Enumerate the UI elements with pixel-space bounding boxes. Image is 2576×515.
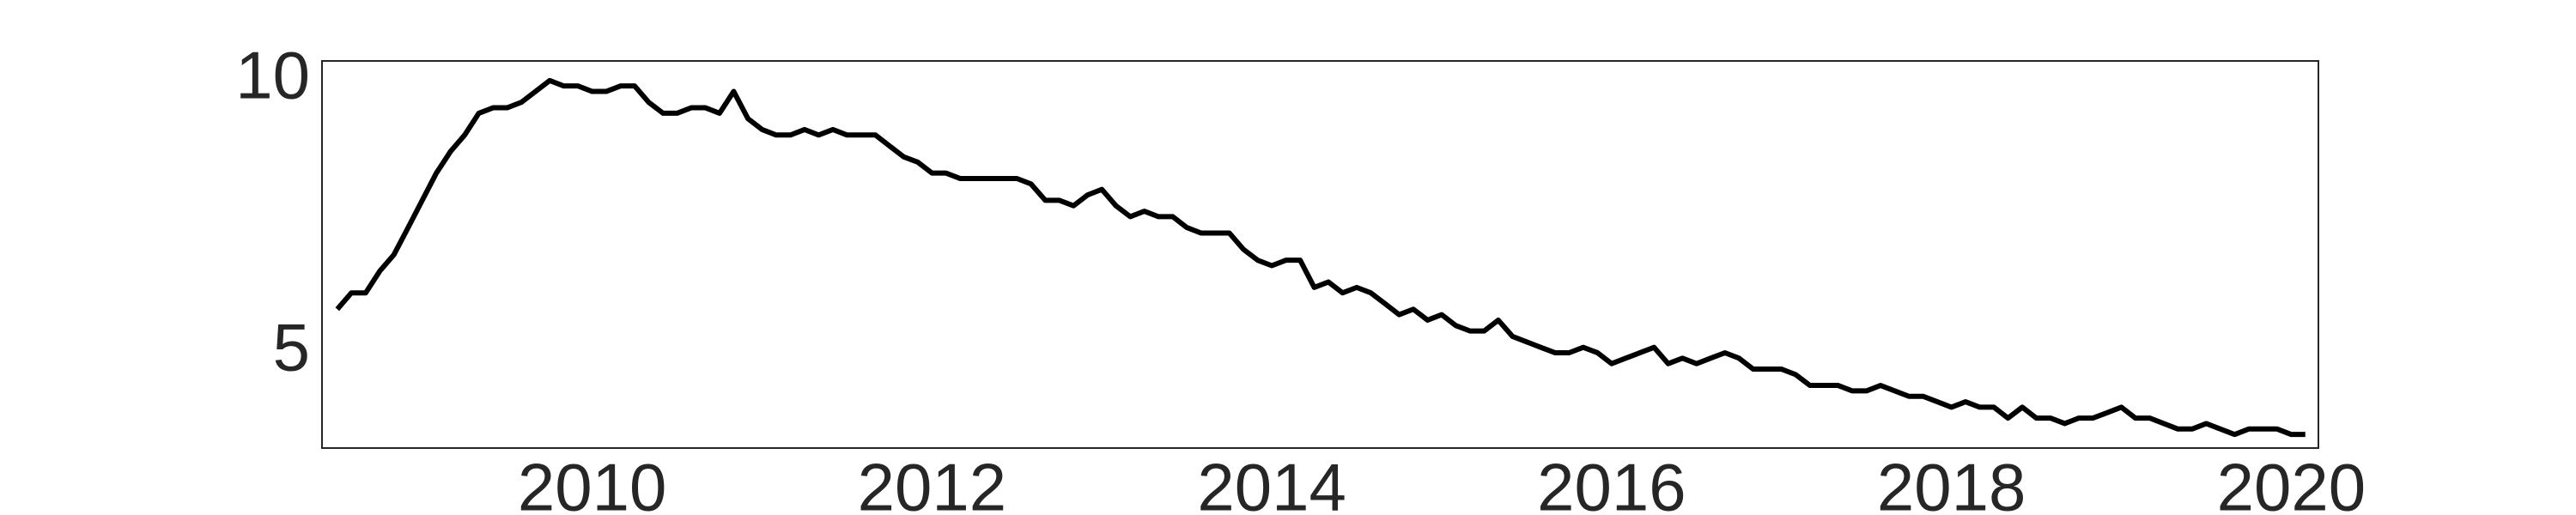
x-tick-label: 2020 bbox=[2217, 450, 2366, 515]
y-tick-label: 5 bbox=[273, 310, 310, 385]
plot-frame bbox=[321, 60, 2319, 449]
x-tick-label: 2016 bbox=[1537, 450, 1686, 515]
y-tick-label: 10 bbox=[235, 37, 310, 112]
x-tick-label: 2010 bbox=[518, 450, 667, 515]
x-tick-label: 2012 bbox=[858, 450, 1007, 515]
x-tick-label: 2018 bbox=[1877, 450, 2026, 515]
data-line bbox=[335, 77, 2306, 438]
x-tick-label: 2014 bbox=[1197, 450, 1346, 515]
